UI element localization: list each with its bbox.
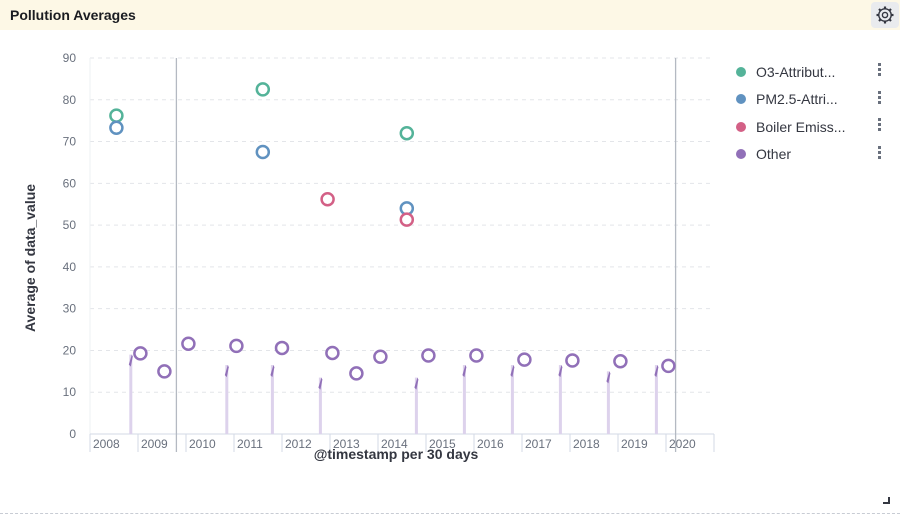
data-point-other <box>421 348 436 363</box>
spike-bar <box>558 365 562 434</box>
spike-bar <box>270 365 274 434</box>
data-point-other <box>613 354 628 369</box>
spike-bar <box>129 354 133 434</box>
panel-header: Pollution Averages <box>0 0 900 30</box>
legend-label: O3-Attribut... <box>756 63 836 80</box>
spike-mark <box>224 365 229 378</box>
y-axis-title: Average of data_value <box>22 184 38 332</box>
x-tick-label: 2018 <box>573 437 600 451</box>
spike-mark <box>270 365 275 378</box>
spike-bar <box>414 377 418 434</box>
y-tick-label: 40 <box>63 260 77 274</box>
chart-legend: O3-Attribut... PM2.5-Attri... Boiler Emiss… <box>736 58 886 168</box>
legend-menu-icon[interactable] <box>878 145 882 161</box>
x-tick-label: 2012 <box>285 437 312 451</box>
legend-menu-icon[interactable] <box>878 118 882 133</box>
spike-mark <box>318 377 323 390</box>
x-tick-label: 2008 <box>93 437 120 451</box>
spike-bar <box>462 365 466 434</box>
y-tick-label: 20 <box>63 343 77 357</box>
x-tick-label: 2017 <box>525 437 552 451</box>
spike-mark <box>462 365 467 378</box>
data-point-other <box>274 340 290 356</box>
legend-menu-icon[interactable] <box>878 63 882 78</box>
x-tick-label: 2019 <box>621 437 648 451</box>
y-tick-label: 50 <box>63 218 77 232</box>
data-point-o3 <box>109 108 124 123</box>
spike-bar <box>225 365 229 434</box>
y-tick-label: 70 <box>63 135 77 149</box>
legend-color-dot <box>736 121 746 132</box>
scatter-chart: 0 10 20 30 40 50 60 70 80 90 2008 2009 2010 2011 2012 2… <box>22 51 715 462</box>
resize-handle[interactable] <box>883 497 890 504</box>
data-point-other <box>565 353 580 368</box>
legend-item[interactable]: Boiler Emiss... <box>736 113 886 141</box>
x-tick-label: 2016 <box>477 437 504 451</box>
y-tick-label: 90 <box>63 51 77 65</box>
legend-label: Boiler Emiss... <box>756 118 846 135</box>
spike-bar <box>318 377 322 434</box>
legend-color-dot <box>736 66 746 77</box>
spike-mark <box>414 377 419 390</box>
data-point-pm25 <box>109 120 124 136</box>
spike-bar <box>510 365 514 434</box>
legend-color-dot <box>736 94 746 105</box>
x-axis-title: @timestamp per 30 days <box>314 446 479 462</box>
y-tick-label: 30 <box>63 302 77 316</box>
legend-color-dot <box>736 149 746 160</box>
x-tick-label: 2013 <box>333 437 360 451</box>
y-tick-label: 10 <box>63 385 77 399</box>
x-tick-label: 2014 <box>381 437 408 451</box>
data-point-other <box>229 338 244 354</box>
legend-label: Other <box>756 146 792 163</box>
gear-icon <box>876 6 894 24</box>
data-point-o3 <box>399 125 415 141</box>
x-tick-label: 2015 <box>429 437 456 451</box>
spike-mark <box>510 365 515 378</box>
panel-title: Pollution Averages <box>10 7 136 23</box>
legend-item[interactable]: Other <box>736 141 886 169</box>
y-tick-label: 60 <box>63 176 77 190</box>
y-tick-label: 80 <box>63 93 77 107</box>
data-point-o3 <box>255 82 271 97</box>
data-point-other <box>517 352 532 367</box>
spike-mark <box>558 365 563 378</box>
data-point-other <box>133 346 148 361</box>
panel-settings-button[interactable] <box>871 2 899 28</box>
legend-item[interactable]: O3-Attribut... <box>736 58 886 86</box>
y-tick-label: 0 <box>69 427 76 441</box>
data-point-other <box>349 366 364 381</box>
data-point-other <box>157 364 172 379</box>
data-point-other <box>373 349 388 364</box>
x-tick-label: 2010 <box>189 437 216 451</box>
data-point-other <box>661 358 676 374</box>
spike-bar <box>606 371 610 434</box>
legend-menu-icon[interactable] <box>878 90 882 106</box>
data-point-other <box>469 348 484 363</box>
x-tick-label: 2011 <box>237 437 263 451</box>
data-point-other <box>325 345 340 361</box>
legend-label: PM2.5-Attri... <box>756 91 838 108</box>
x-tick-label: 2009 <box>141 437 168 451</box>
data-point-pm25 <box>255 144 271 160</box>
legend-item[interactable]: PM2.5-Attri... <box>736 86 886 114</box>
spike-mark <box>128 354 133 367</box>
spike-mark <box>654 365 659 378</box>
data-point-boiler <box>399 212 415 227</box>
data-point-boiler <box>320 191 335 207</box>
data-point-other <box>181 336 196 352</box>
spike-bar <box>654 365 658 434</box>
x-tick-label: 2020 <box>669 437 696 451</box>
spike-mark <box>606 371 611 384</box>
